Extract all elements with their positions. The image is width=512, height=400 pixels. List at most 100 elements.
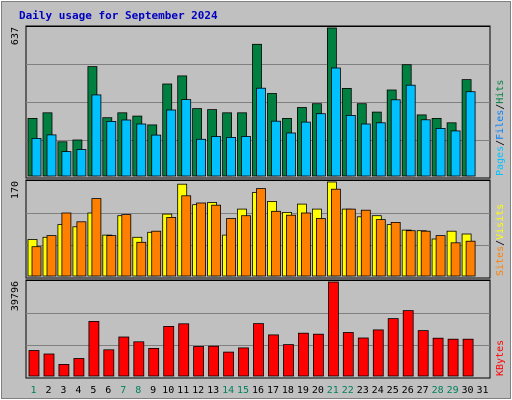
- day-label: 27: [417, 385, 429, 396]
- bar-kbytes-day-13: [208, 345, 220, 377]
- day-label: 24: [372, 385, 384, 396]
- bar-kbytes-day-24: [372, 329, 384, 377]
- bar-kbytes-day-4: [73, 358, 85, 377]
- bar-kbytes-day-8: [133, 341, 145, 377]
- bar-kbytes-day-30: [462, 338, 474, 377]
- day-label: 8: [135, 385, 141, 396]
- bar-files-day-21: [330, 67, 341, 177]
- day-label: 31: [476, 385, 488, 396]
- bar-files-day-9: [151, 134, 162, 177]
- bar-sites-day-28: [435, 235, 446, 277]
- bar-sites-day-13: [211, 204, 222, 277]
- day-label: 25: [387, 385, 399, 396]
- bar-sites-day-20: [315, 218, 326, 277]
- day-label: 26: [402, 385, 414, 396]
- bar-sites-day-7: [121, 214, 132, 277]
- bar-sites-day-3: [61, 212, 72, 277]
- bar-kbytes-day-27: [417, 330, 429, 377]
- legend-item-sites: Sites: [495, 246, 506, 276]
- bar-files-day-3: [61, 151, 72, 177]
- day-label: 9: [150, 385, 156, 396]
- bar-sites-day-29: [450, 242, 461, 277]
- bar-kbytes-day-26: [402, 310, 414, 377]
- bar-sites-day-14: [226, 218, 237, 277]
- day-label: 22: [342, 385, 354, 396]
- legend-item-kbytes: KBytes: [495, 340, 506, 376]
- day-label: 14: [222, 385, 234, 396]
- bar-kbytes-day-3: [58, 363, 70, 377]
- bar-sites-day-19: [300, 212, 311, 277]
- day-label: 2: [45, 385, 51, 396]
- bar-files-day-30: [465, 91, 476, 177]
- bar-sites-day-15: [241, 215, 251, 277]
- bar-sites-day-17: [271, 210, 281, 277]
- bar-sites-day-1: [31, 246, 42, 277]
- bar-files-day-28: [435, 127, 446, 177]
- bar-sites-day-22: [345, 208, 356, 277]
- bar-kbytes-day-11: [178, 323, 190, 377]
- bar-files-day-13: [211, 136, 222, 177]
- bar-files-day-6: [106, 121, 117, 177]
- day-label: 5: [90, 385, 96, 396]
- day-label: 23: [357, 385, 369, 396]
- day-label: 7: [120, 385, 126, 396]
- day-label: 21: [327, 385, 339, 396]
- bar-files-day-12: [196, 138, 207, 177]
- bar-kbytes-day-29: [447, 338, 459, 377]
- series-files: [31, 67, 476, 177]
- day-label: 20: [312, 385, 324, 396]
- bar-sites-day-23: [360, 209, 371, 277]
- bar-files-day-29: [450, 130, 461, 177]
- chart-title: Daily usage for September 2024: [19, 9, 218, 22]
- bar-files-day-25: [390, 99, 401, 177]
- bar-kbytes-day-28: [432, 337, 444, 377]
- series-kbytes: [28, 281, 474, 377]
- bar-kbytes-day-21: [327, 281, 339, 377]
- bar-files-day-17: [271, 120, 281, 177]
- bar-files-day-1: [31, 137, 42, 177]
- bar-files-day-16: [256, 87, 266, 177]
- bar-files-day-10: [166, 109, 177, 177]
- bar-files-day-23: [360, 123, 371, 177]
- bar-files-day-7: [121, 119, 132, 177]
- panel-visits-max-label: 170: [10, 181, 21, 199]
- bar-kbytes-day-20: [312, 333, 324, 377]
- legend-item-separator: /: [495, 104, 506, 110]
- bar-files-day-22: [345, 115, 356, 177]
- panel-kbytes-legend: KBytes: [495, 340, 506, 376]
- bar-kbytes-day-22: [342, 332, 354, 377]
- day-label: 13: [207, 385, 219, 396]
- bar-sites-day-8: [136, 241, 147, 277]
- day-label: 30: [461, 385, 473, 396]
- bar-sites-day-16: [256, 188, 266, 277]
- panel-visits: 170 Sites/Visits: [10, 179, 506, 279]
- bar-kbytes-day-14: [223, 351, 235, 377]
- bar-kbytes-day-18: [283, 344, 294, 377]
- bar-files-day-27: [420, 119, 431, 177]
- bar-kbytes-day-10: [163, 325, 175, 377]
- bar-kbytes-day-23: [357, 337, 369, 377]
- series-sites: [31, 188, 476, 277]
- bar-kbytes-day-17: [268, 334, 279, 377]
- bar-kbytes-day-12: [193, 346, 205, 377]
- day-label: 11: [177, 385, 189, 396]
- bar-files-day-20: [315, 113, 326, 177]
- day-label: 4: [75, 385, 81, 396]
- legend-item-separator: /: [495, 240, 506, 246]
- panels-layer: 637Pages/Files/Hits170Sites/Visits39796K…: [10, 25, 506, 379]
- day-label: 1: [30, 385, 36, 396]
- bar-sites-day-25: [390, 221, 401, 277]
- legend-item-hits: Hits: [495, 80, 506, 104]
- legend-item-pages: Pages: [495, 146, 506, 176]
- day-label: 3: [60, 385, 66, 396]
- panel-visits-legend: Sites/Visits: [495, 204, 506, 276]
- bar-kbytes-day-9: [148, 347, 160, 377]
- panel-hits-max-label: 637: [10, 27, 21, 45]
- bar-sites-day-6: [106, 235, 117, 277]
- bar-sites-day-21: [330, 188, 341, 277]
- day-axis: 1 2 3 4 5 6 7 8 9 10 11 12 13 14 15 16 17 18 19 20 21 22 23 24 2…: [30, 385, 488, 396]
- bar-kbytes-day-25: [387, 318, 399, 377]
